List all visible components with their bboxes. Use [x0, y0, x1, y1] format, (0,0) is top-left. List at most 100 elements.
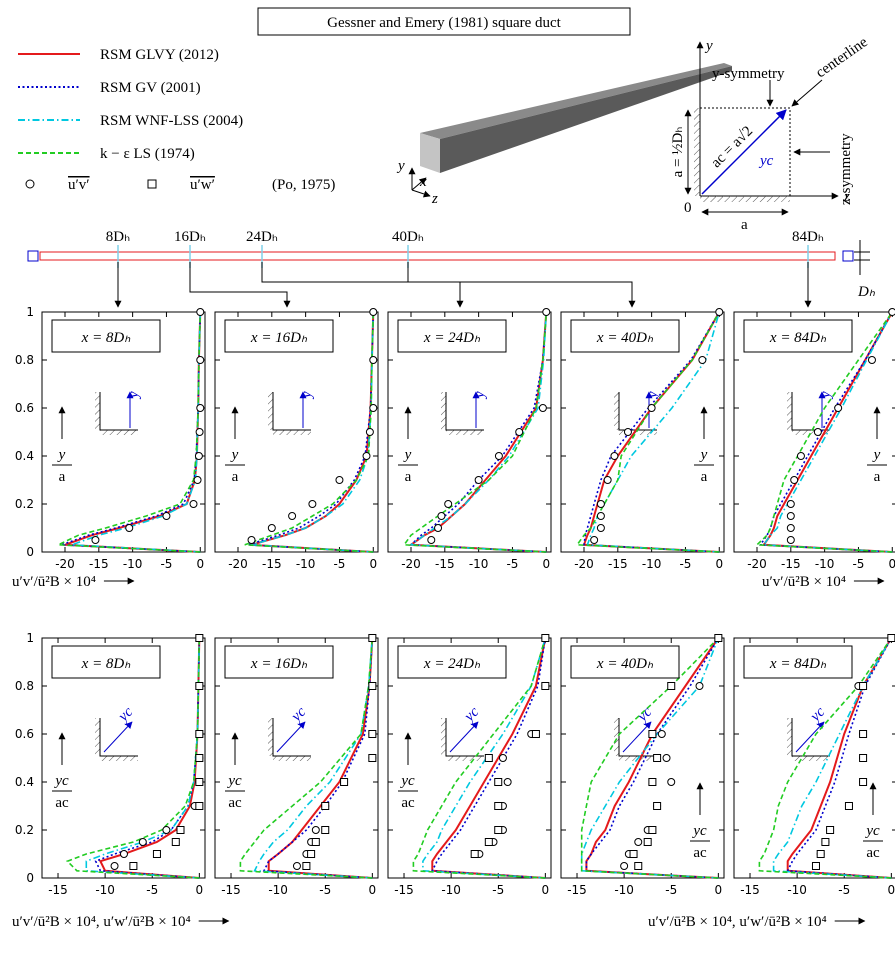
- data-point: [110, 862, 119, 870]
- x-tick-label: -5: [333, 557, 345, 571]
- data-point: [195, 634, 204, 642]
- station-label: 16Dₕ: [174, 229, 206, 245]
- ylabel-num: yc: [691, 823, 707, 839]
- x-tick-label: -10: [268, 883, 288, 897]
- x-tick-label: -15: [740, 883, 760, 897]
- x-tick-label: 0: [715, 883, 723, 897]
- data-point: [307, 850, 316, 858]
- data-point: [648, 730, 657, 738]
- panel-title-box: [51, 645, 161, 679]
- data-point: [484, 838, 493, 846]
- data-point: [610, 452, 619, 460]
- data-point: [292, 862, 301, 870]
- data-point: [368, 634, 377, 642]
- ylabel-den: a: [405, 469, 412, 485]
- data-point: [786, 500, 795, 508]
- x-tick-label: 0: [196, 883, 204, 897]
- station-label: 24Dₕ: [246, 229, 278, 245]
- data-point: [603, 476, 612, 484]
- data-point: [321, 802, 330, 810]
- x-tick-label: -20: [401, 557, 421, 571]
- data-point: [162, 512, 171, 520]
- y-tick-label: 0: [26, 545, 34, 559]
- data-point: [368, 754, 377, 762]
- inset-wall: [787, 392, 792, 430]
- ylabel-den: a: [701, 469, 708, 485]
- data-point: [542, 308, 551, 316]
- profile-line: [431, 637, 547, 879]
- inset-axes: [791, 718, 830, 757]
- inset-wall: [792, 756, 830, 761]
- axis-label: y: [396, 158, 405, 174]
- inset-label: y: [299, 391, 315, 400]
- data-point: [653, 754, 662, 762]
- x-tick-label: -15: [221, 883, 241, 897]
- data-point: [195, 778, 204, 786]
- x-tick-label: -15: [435, 557, 455, 571]
- axis-arrow: [411, 177, 427, 191]
- data-point: [859, 730, 868, 738]
- profile-line: [409, 311, 548, 553]
- data-point: [667, 682, 676, 690]
- x-tick-label: -15: [608, 557, 628, 571]
- x-tick-label: -10: [296, 557, 316, 571]
- inset-wall: [95, 718, 100, 756]
- ylabel-num: y: [699, 447, 708, 463]
- x-tick-label: -15: [781, 557, 801, 571]
- height-label: a = ½Dₕ: [670, 127, 686, 178]
- x-tick-label: -10: [95, 883, 115, 897]
- data-point: [695, 682, 704, 690]
- x-tick-label: -5: [492, 883, 504, 897]
- profile-line: [412, 637, 547, 879]
- profile-line: [585, 637, 719, 879]
- data-point: [538, 404, 547, 412]
- y-tick-label: 0.8: [15, 353, 34, 367]
- data-point: [623, 428, 632, 436]
- legend-label: u′v′: [68, 177, 90, 193]
- x-tick-label: -10: [123, 557, 143, 571]
- profile-line: [580, 637, 719, 879]
- profile-line: [253, 637, 374, 879]
- y-tick-label: 0.6: [15, 401, 34, 415]
- profile-line: [85, 637, 201, 879]
- panel-title-box: [224, 319, 334, 353]
- data-point: [196, 404, 205, 412]
- data-point: [620, 862, 629, 870]
- profile-line: [583, 311, 720, 553]
- data-point: [596, 524, 605, 532]
- inset-wall: [100, 430, 138, 435]
- ylabel-den: ac: [866, 845, 880, 861]
- ylabel-num: y: [872, 447, 881, 463]
- ylabel-den: ac: [55, 795, 69, 811]
- width-label: a: [741, 217, 748, 233]
- axis-label: z: [431, 191, 438, 207]
- data-point: [434, 524, 443, 532]
- data-point: [321, 826, 330, 834]
- x-tick-label: -5: [679, 557, 691, 571]
- profile-line: [755, 311, 893, 553]
- data-point: [311, 826, 320, 834]
- x-tick-label: -10: [469, 557, 489, 571]
- station-label: 8Dₕ: [106, 229, 130, 245]
- data-point: [302, 862, 311, 870]
- inset-arrow: [795, 721, 825, 753]
- dh-label: Dₕ: [857, 284, 876, 300]
- profile-line: [57, 311, 202, 553]
- data-point: [634, 838, 643, 846]
- x-tick-label: 0: [369, 557, 377, 571]
- data-point: [867, 356, 876, 364]
- x-tick-label: -5: [838, 883, 850, 897]
- data-point: [162, 826, 171, 834]
- data-point: [176, 826, 185, 834]
- data-point: [714, 634, 723, 642]
- x-tick-label: -10: [787, 883, 807, 897]
- inset-wall: [441, 718, 446, 756]
- y-symmetry: y-symmetry: [712, 66, 785, 82]
- ylabel-den: a: [59, 469, 66, 485]
- panel-title: x = 84Dₕ: [769, 656, 827, 672]
- data-point: [826, 826, 835, 834]
- data-point: [786, 524, 795, 532]
- legend-marker: [147, 179, 157, 189]
- panel-title-box: [397, 319, 507, 353]
- data-point: [590, 536, 599, 544]
